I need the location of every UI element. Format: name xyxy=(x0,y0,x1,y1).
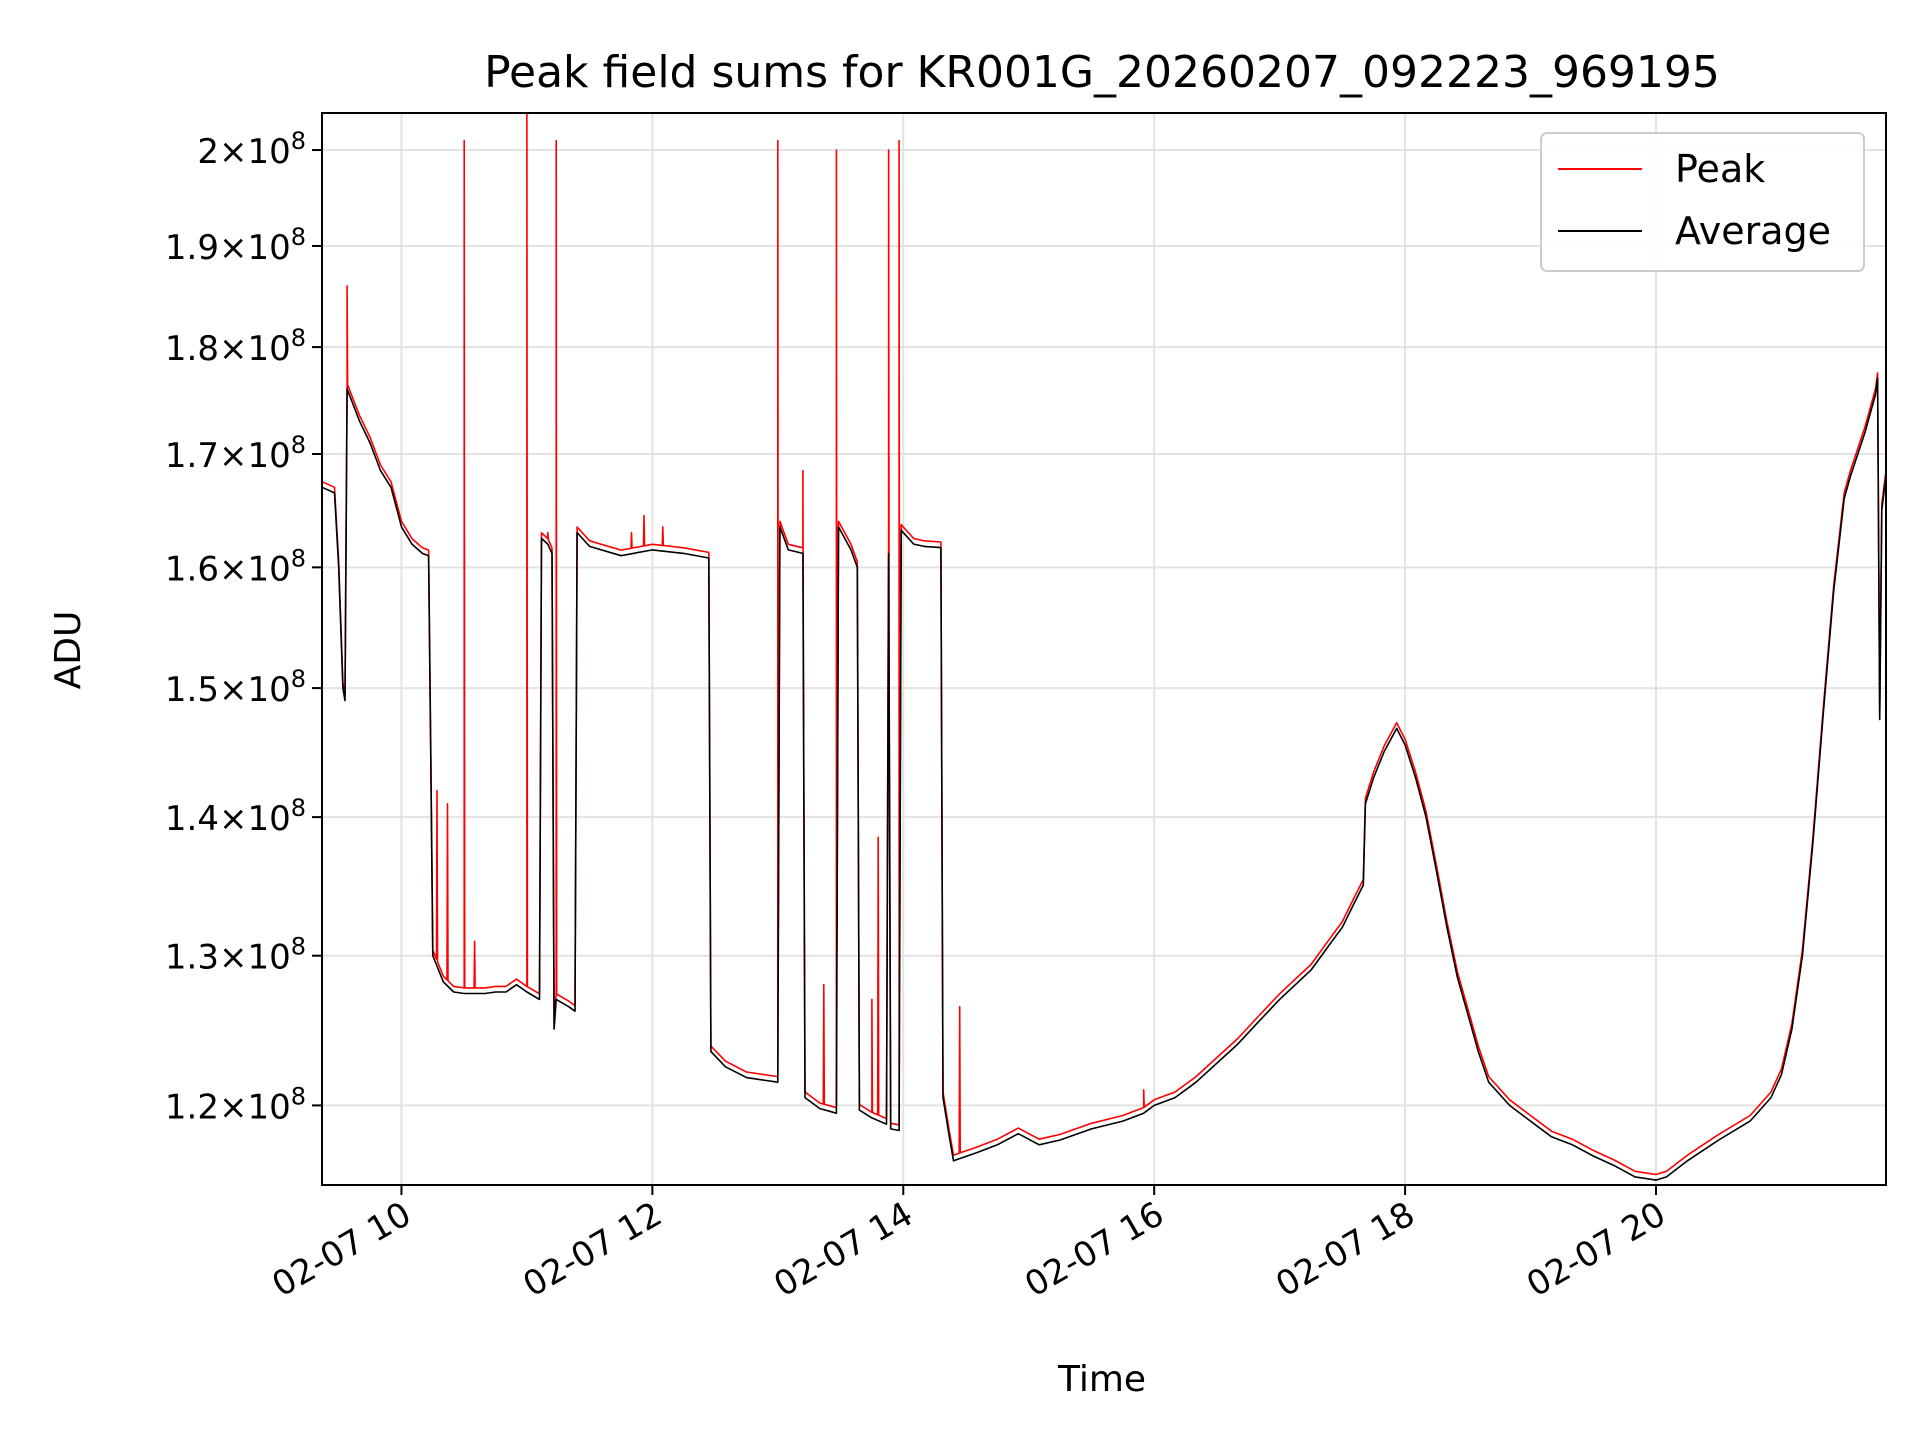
y-tick-mantissa: 1.7 xyxy=(165,436,219,476)
y-tick-label: 1.8×108 xyxy=(165,324,306,369)
legend-label: Average xyxy=(1675,209,1831,253)
legend-box xyxy=(1540,132,1865,272)
y-tick-mantissa: 1.8 xyxy=(165,329,219,369)
x-tick-label: 02-07 14 xyxy=(767,1194,919,1305)
y-tick-mantissa: 1.2 xyxy=(165,1087,219,1127)
y-tick-label: 1.9×108 xyxy=(165,223,306,268)
plot-frame xyxy=(321,112,1887,1186)
y-tick-exponent: 8 xyxy=(291,794,306,822)
y-tick-mantissa: 1.5 xyxy=(165,670,219,710)
y-axis: 1.2×108 1.3×108 1.4×108 1.5×108 1.6×108 1.7×1… xyxy=(165,127,322,1127)
y-tick-exponent: 8 xyxy=(291,1082,306,1110)
y-tick-exponent: 8 xyxy=(291,933,306,961)
x-tick-label: 02-07 18 xyxy=(1269,1194,1421,1305)
y-tick-label: 1.3×108 xyxy=(165,933,306,978)
y-tick-mantissa: 1.3 xyxy=(165,938,219,978)
x-axis: 02-07 10 02-07 12 02-07 14 02-07 16 02-07 18… xyxy=(266,1185,1673,1305)
y-tick-label: 1.7×108 xyxy=(165,431,306,476)
y-tick-mantissa: 1.6 xyxy=(165,549,219,589)
x-tick-label: 02-07 10 xyxy=(266,1194,418,1305)
chart-title: Peak field sums for KR001G_20260207_0922… xyxy=(484,47,1720,98)
y-tick-exponent: 8 xyxy=(291,223,306,251)
y-tick-exponent: 8 xyxy=(291,127,306,155)
y-tick-mantissa: 2 xyxy=(197,132,219,172)
y-axis-label: ADU xyxy=(48,611,89,690)
peak-series-line xyxy=(321,112,1887,1176)
average-series-line xyxy=(321,377,1887,1181)
legend: Peak Average xyxy=(1540,132,1865,272)
y-tick-label: 1.4×108 xyxy=(165,794,306,839)
y-tick-exponent: 8 xyxy=(291,324,306,352)
y-tick-exponent: 8 xyxy=(291,665,306,693)
y-tick-label: 1.5×108 xyxy=(165,665,306,710)
x-tick-label: 02-07 20 xyxy=(1520,1194,1672,1305)
y-tick-mantissa: 1.4 xyxy=(165,799,219,839)
x-tick-label: 02-07 16 xyxy=(1018,1194,1170,1305)
legend-label: Peak xyxy=(1675,147,1765,191)
y-tick-label: 1.6×108 xyxy=(165,544,306,589)
y-tick-exponent: 8 xyxy=(291,431,306,459)
y-tick-mantissa: 1.9 xyxy=(165,228,219,268)
y-tick-label: 1.2×108 xyxy=(165,1082,306,1127)
series-layer xyxy=(321,112,1887,1181)
x-tick-label: 02-07 12 xyxy=(516,1194,668,1305)
y-tick-exponent: 8 xyxy=(291,544,306,572)
y-tick-label: 2×108 xyxy=(197,127,306,172)
x-axis-label: Time xyxy=(1057,1359,1146,1400)
